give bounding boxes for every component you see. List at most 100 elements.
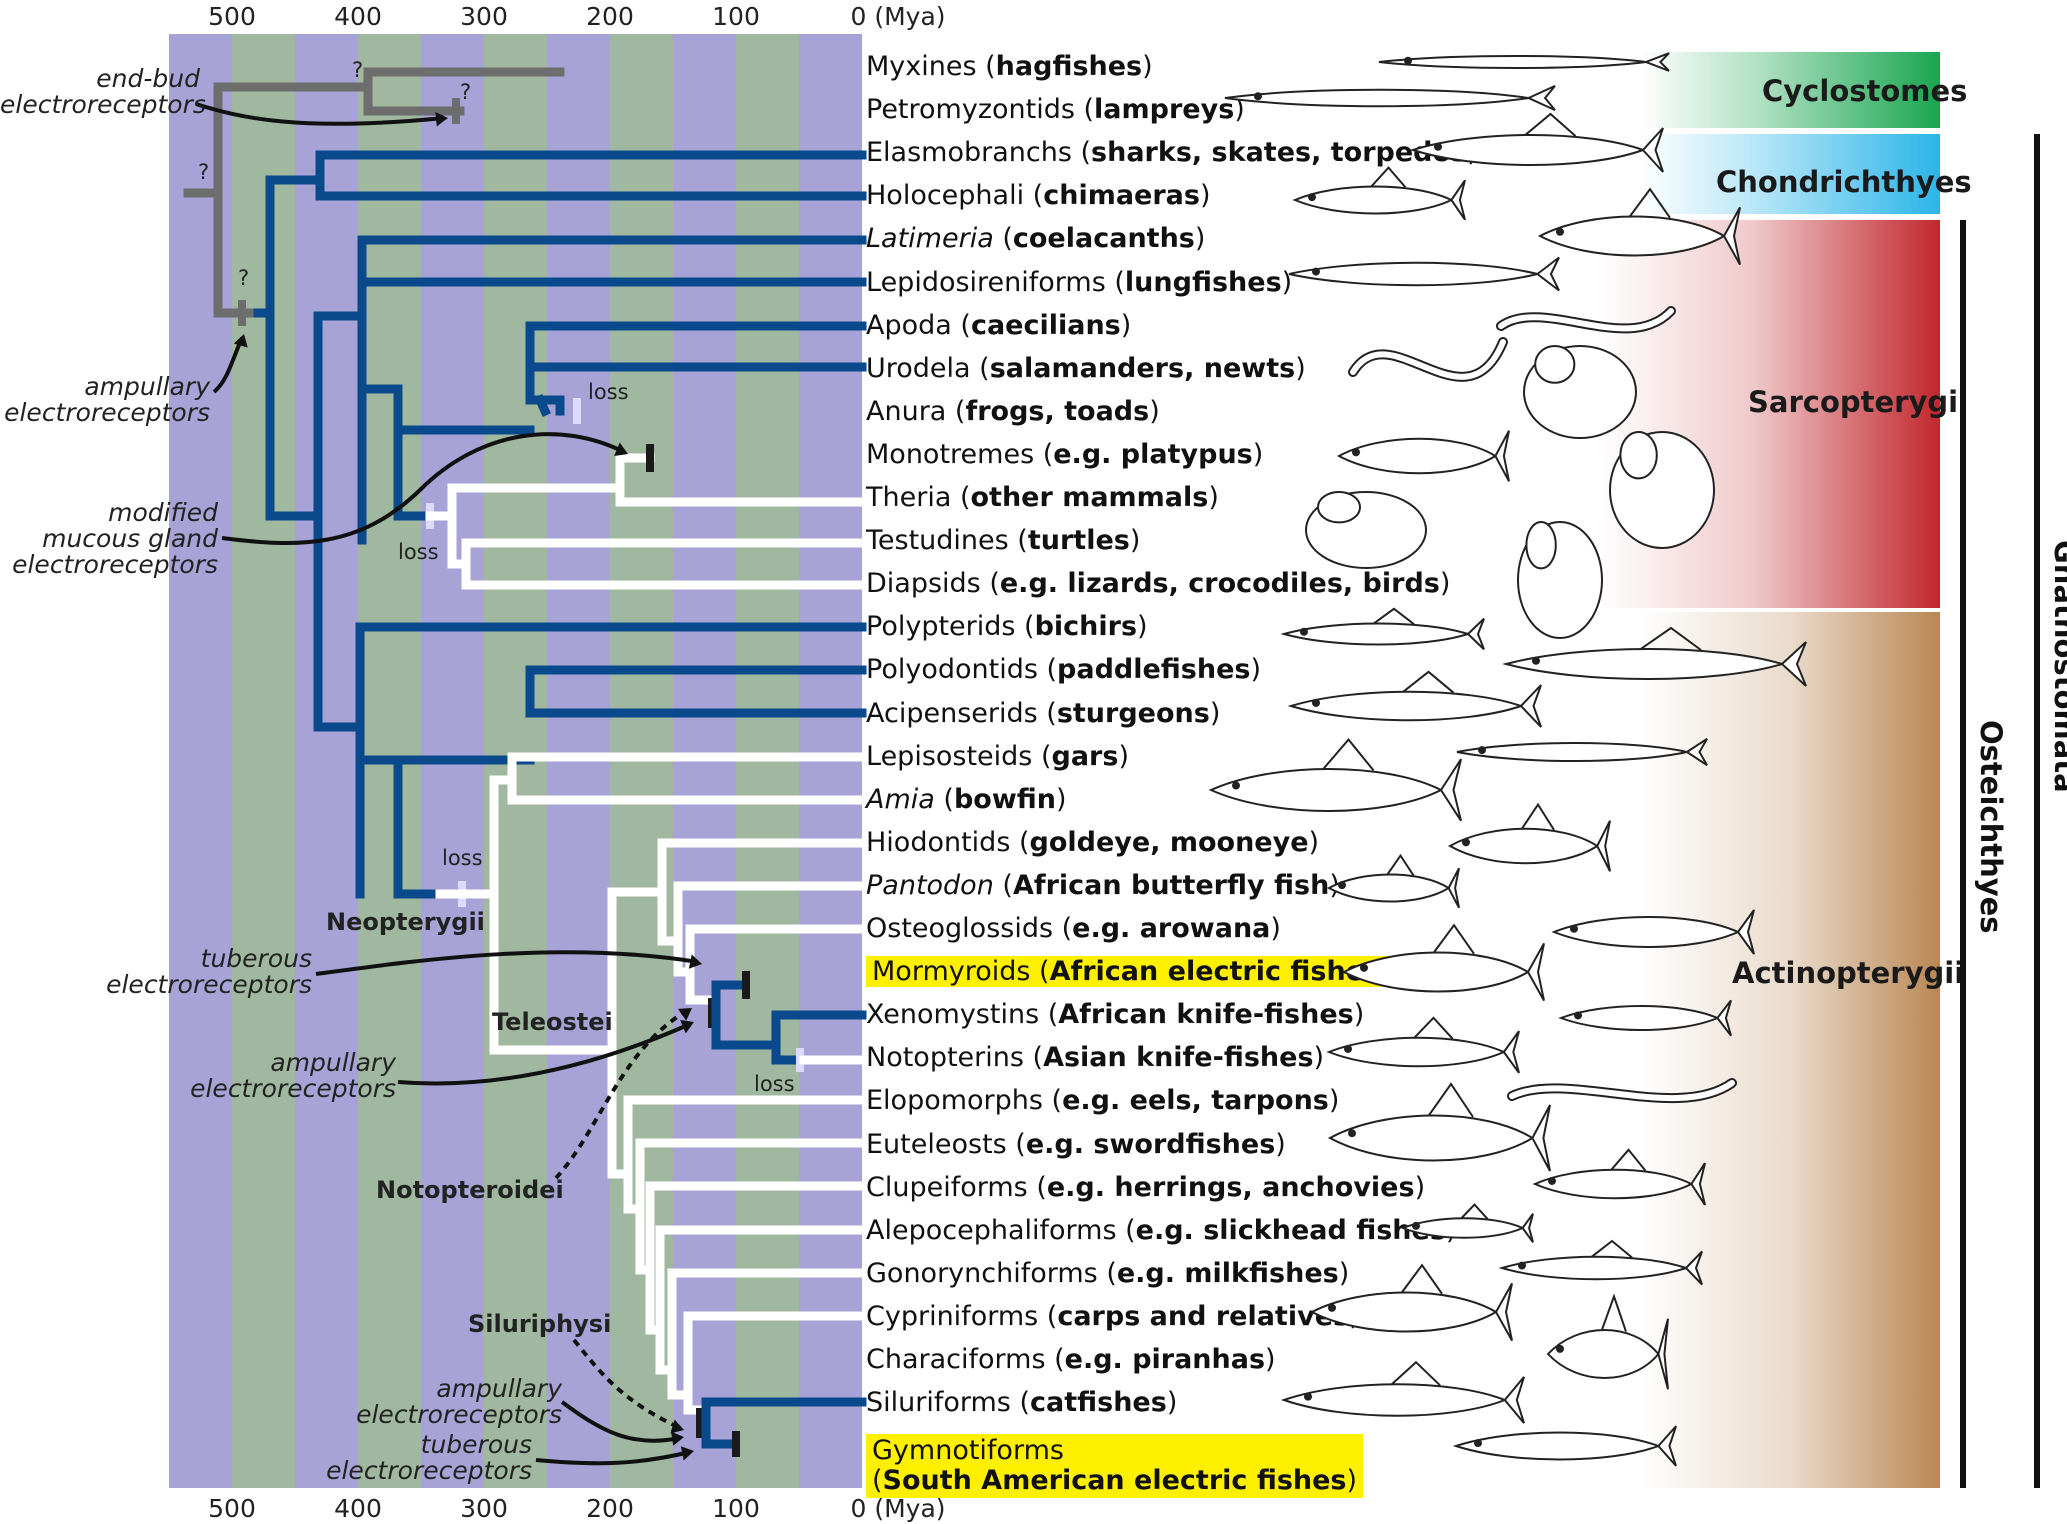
uncertain-mark-3: ? (198, 160, 210, 184)
clade-siluriphysi: Siluriphysi (468, 1310, 612, 1338)
taxon-label: Monotremes (e.g. platypus) (866, 438, 1264, 470)
taxon-label: Acipenserids (sturgeons) (866, 697, 1221, 729)
gymnotiforms-open: ( (872, 1465, 883, 1496)
taxon-label: Polypterids (bichirs) (866, 611, 1148, 643)
axis-tick-label: 300 (460, 2, 508, 31)
gymnotiforms-common: South American electric fishes (882, 1465, 1347, 1496)
uncertain-mark-4: ? (238, 266, 250, 290)
note-tuberous-mid: tuberous electroreceptors (106, 944, 312, 999)
arrowhead (680, 1020, 694, 1034)
clade-neopterygii: Neopterygii (326, 908, 485, 936)
taxon-label: Cypriniforms (carps and relatives) (866, 1300, 1360, 1332)
uncertain-mark-1: ? (352, 58, 364, 82)
axis-tick-label: 200 (586, 2, 634, 31)
uncertain-mark-2: ? (460, 80, 472, 104)
taxon-label: Theria (other mammals) (866, 482, 1219, 513)
character-change-bar (732, 1431, 740, 1457)
axis-tick-label: 0 (Mya) (850, 1494, 946, 1523)
taxon-label: Euteleosts (e.g. swordfishes) (866, 1128, 1286, 1160)
taxon-label: Siluriforms (catfishes) (866, 1387, 1178, 1419)
arrowhead (614, 442, 628, 456)
note-end-bud: end-bud electroreceptors (0, 64, 206, 119)
taxon-label: Latimeria (coelacanths) (866, 223, 1206, 255)
cyclostomes-label: Cyclostomes (1762, 74, 1968, 108)
character-change-bar (646, 444, 654, 472)
axis-tick-label: 400 (334, 1494, 382, 1523)
taxon-label: Notopterins (Asian knife-fishes) (866, 1042, 1325, 1074)
taxon-label: Myxines (hagfishes) (866, 51, 1153, 82)
annotation-arrow (535, 1450, 691, 1466)
arrowhead (678, 1008, 692, 1021)
arrowhead (680, 1446, 694, 1461)
gymnotiforms-line1: Gymnotiforms (872, 1435, 1064, 1466)
axis-tick-label: 100 (712, 2, 760, 31)
gymnotiforms-close: ) (1346, 1465, 1358, 1496)
branch (534, 394, 551, 417)
axis-tick-label: 200 (586, 1494, 634, 1523)
taxon-label: Anura (frogs, toads) (866, 395, 1160, 427)
taxon-label: Characiforms (e.g. piranhas) (866, 1344, 1276, 1375)
note-ampullary-low: ampullary electroreceptors (356, 1374, 562, 1429)
character-change-bar (452, 98, 460, 124)
taxon-gymnotiforms: Gymnotiforms (South American electric fi… (866, 1434, 1364, 1498)
loss-mark-amniotes: loss (398, 540, 439, 564)
taxon-label: Lepidosireniforms (lungfishes) (866, 266, 1293, 298)
axis-tick-label: 100 (712, 1494, 760, 1523)
loss-mark-notopterins: loss (754, 1072, 795, 1096)
annotation-arrow (221, 432, 625, 545)
loss-mark-anura: loss (588, 380, 629, 404)
annotation-arrow (560, 1400, 681, 1443)
axis-tick-label: 0 (Mya) (850, 2, 946, 31)
gnathostomata-bracket (2034, 134, 2040, 1488)
taxon-label: Petromyzontids (lampreys) (866, 94, 1245, 126)
annotation-arrow (554, 1008, 690, 1180)
taxon-label: Elasmobranchs (sharks, skates, torpedos) (866, 137, 1478, 169)
taxon-label: Gonorynchiforms (e.g. milkfishes) (866, 1257, 1350, 1289)
taxon-label: Amia (bowfin) (866, 783, 1067, 815)
taxon-label: Testudines (turtles) (866, 525, 1141, 557)
annotation-arrow (212, 337, 244, 394)
annotation-arrow (572, 1338, 681, 1430)
taxon-label: Hiodontids (goldeye, mooneye) (866, 826, 1320, 858)
taxon-label: Holocephali (chimaeras) (866, 180, 1211, 212)
tree-branches (183, 67, 867, 1466)
taxon-label: Osteoglossids (e.g. arowana) (866, 913, 1281, 944)
note-tuberous-low: tuberous electroreceptors (326, 1430, 532, 1485)
time-band (295, 34, 358, 1488)
annotation-arrow (195, 102, 445, 126)
note-ampullary-mid: ampullary electroreceptors (190, 1048, 396, 1103)
taxon-label: Mormyroids (African electric fishes) (866, 955, 1397, 989)
axis-tick-label: 400 (334, 2, 382, 31)
loss-bar (573, 398, 581, 424)
axis-tick-label: 500 (208, 2, 256, 31)
character-change-bar (742, 971, 750, 999)
arrowhead (688, 954, 702, 969)
sarcopterygii-label: Sarcopterygii (1748, 385, 1969, 419)
note-mucous-gland: modified mucous gland electroreceptors (12, 498, 218, 579)
taxon-label: Pantodon (African butterfly fish) (866, 869, 1340, 901)
taxon-label: Lepisosteids (gars) (866, 740, 1129, 772)
cyclostomes-box (1640, 52, 1940, 128)
taxon-label: Elopomorphs (e.g. eels, tarpons) (866, 1085, 1340, 1117)
taxon-label: Clupeiforms (e.g. herrings, anchovies) (866, 1171, 1426, 1203)
arrowhead (233, 334, 248, 348)
taxon-label: Diapsids (e.g. lizards, crocodiles, bird… (866, 568, 1451, 600)
osteichthyes-bracket (1960, 220, 1966, 1488)
taxon-label: Xenomystins (African knife-fishes) (866, 999, 1365, 1031)
time-band (232, 34, 295, 1488)
character-change-bar (696, 1408, 704, 1438)
chondrichthyes-label: Chondrichthyes (1716, 165, 1972, 199)
clade-teleostei: Teleostei (492, 1008, 613, 1036)
arrowhead (671, 1431, 684, 1446)
taxon-label: Urodela (salamanders, newts) (866, 352, 1306, 384)
annotation-arrow (315, 950, 699, 976)
clade-notopteroidei: Notopteroidei (376, 1176, 564, 1204)
actinopterygii-label: Actinopterygii (1732, 956, 1965, 990)
axis-tick-label: 300 (460, 1494, 508, 1523)
loss-mark-neopterygii: loss (442, 846, 483, 870)
note-ampullary-top: ampullary electroreceptors (4, 372, 210, 427)
axis-tick-label: 500 (208, 1494, 256, 1523)
arrowhead (670, 1419, 684, 1434)
